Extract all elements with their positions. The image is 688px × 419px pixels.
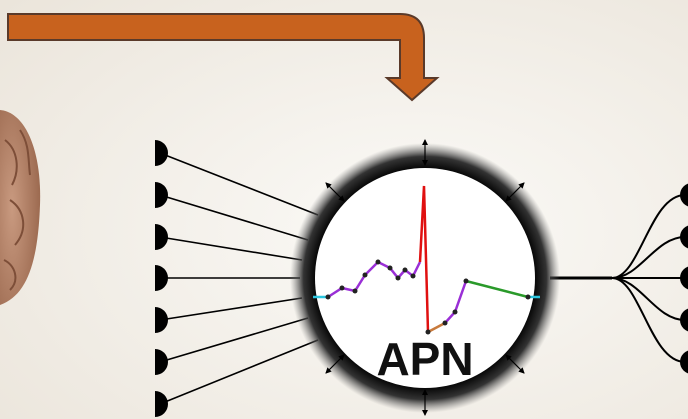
neuron-label: APN: [376, 333, 473, 385]
diagram: APN: [0, 0, 688, 419]
